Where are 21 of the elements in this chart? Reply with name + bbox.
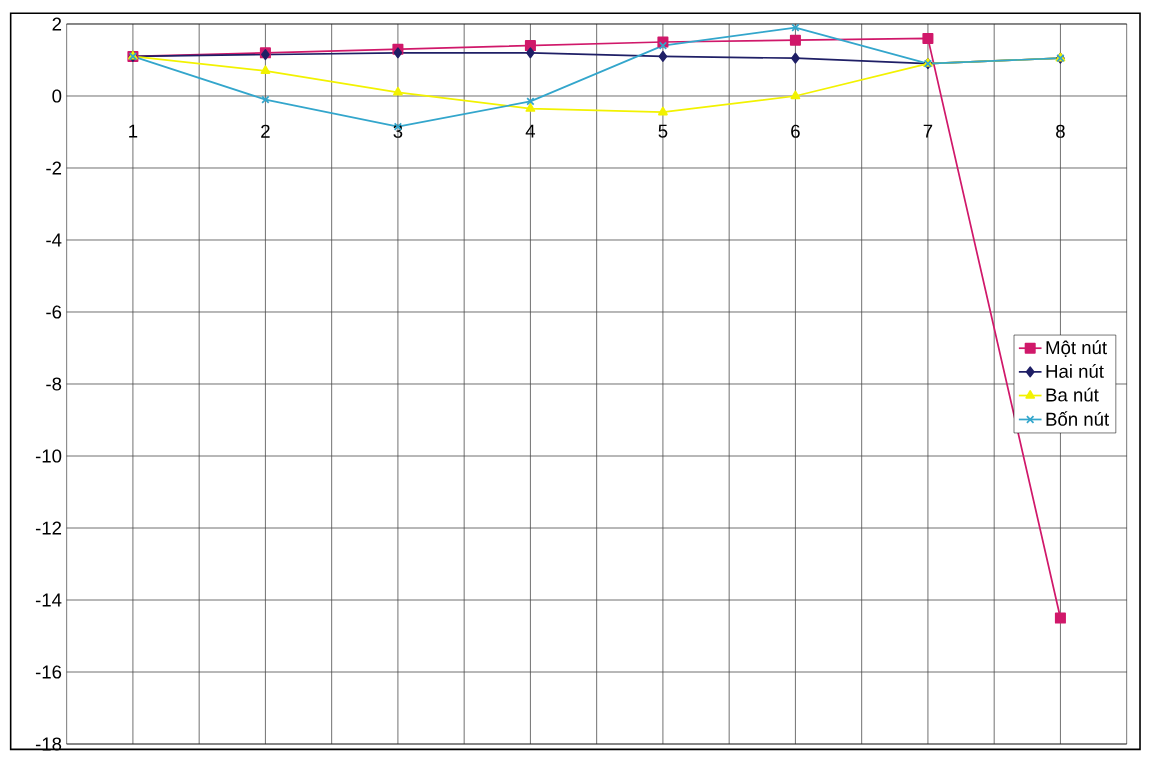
legend-label: Ba nút bbox=[1046, 387, 1099, 402]
y-tick-label: -10 bbox=[35, 449, 62, 463]
x-tick-label: 7 bbox=[923, 124, 933, 138]
legend-label: Hai nút bbox=[1046, 364, 1104, 378]
y-tick-label: -12 bbox=[35, 521, 62, 535]
y-tick-label: 2 bbox=[52, 17, 62, 31]
x-tick-label: 6 bbox=[791, 124, 800, 138]
x-tick-label: 1 bbox=[129, 124, 138, 138]
x-tick-label: 8 bbox=[1056, 124, 1065, 138]
y-tick-label: -4 bbox=[46, 233, 62, 247]
y-tick-label: -6 bbox=[46, 305, 62, 319]
y-tick-label: -8 bbox=[46, 377, 62, 391]
y-tick-label: -14 bbox=[35, 593, 62, 607]
x-tick-label: 4 bbox=[525, 124, 536, 138]
y-tick-label: -16 bbox=[35, 665, 62, 679]
y-tick-label: -2 bbox=[46, 161, 62, 175]
legend-label: Bốn nút bbox=[1046, 411, 1110, 426]
legend-label: Một nút bbox=[1046, 340, 1107, 357]
x-tick-label: 5 bbox=[658, 124, 668, 138]
y-tick-label: 0 bbox=[52, 89, 62, 103]
x-tick-label: 2 bbox=[261, 124, 270, 138]
